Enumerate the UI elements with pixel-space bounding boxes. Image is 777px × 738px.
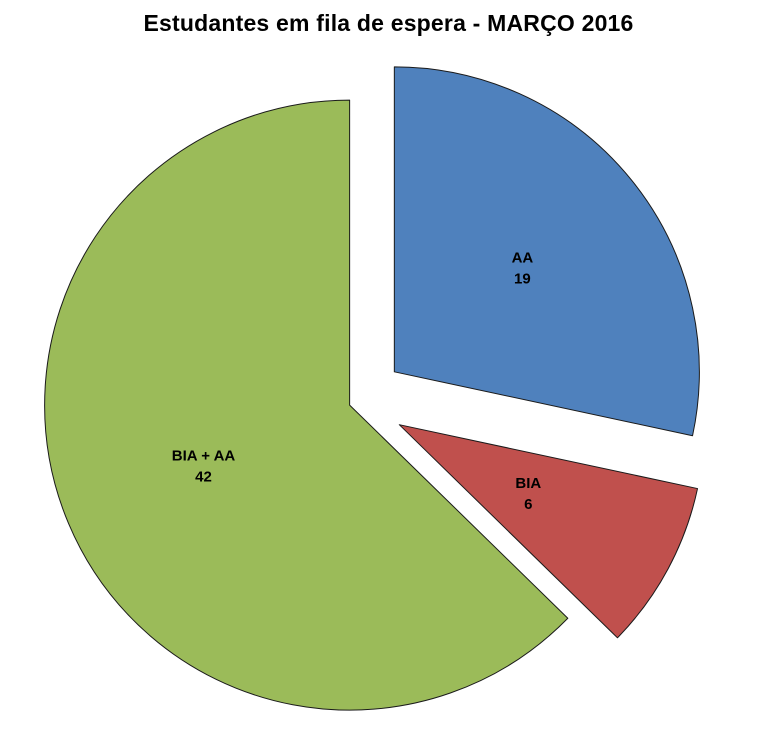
slice-label-value: 6: [524, 496, 532, 513]
slice-label-value: 19: [514, 270, 531, 287]
slice-label-name: BIA: [515, 475, 541, 492]
slice-label-name: AA: [512, 249, 534, 266]
chart-title: Estudantes em fila de espera - MARÇO 201…: [143, 10, 634, 36]
pie-slice-bia: [398, 424, 699, 639]
pie-slice-bia-aa: [44, 99, 569, 711]
slice-label-value: 42: [195, 469, 212, 486]
slice-label-name: BIA + AA: [172, 448, 236, 465]
pie-slice-aa: [393, 66, 700, 437]
